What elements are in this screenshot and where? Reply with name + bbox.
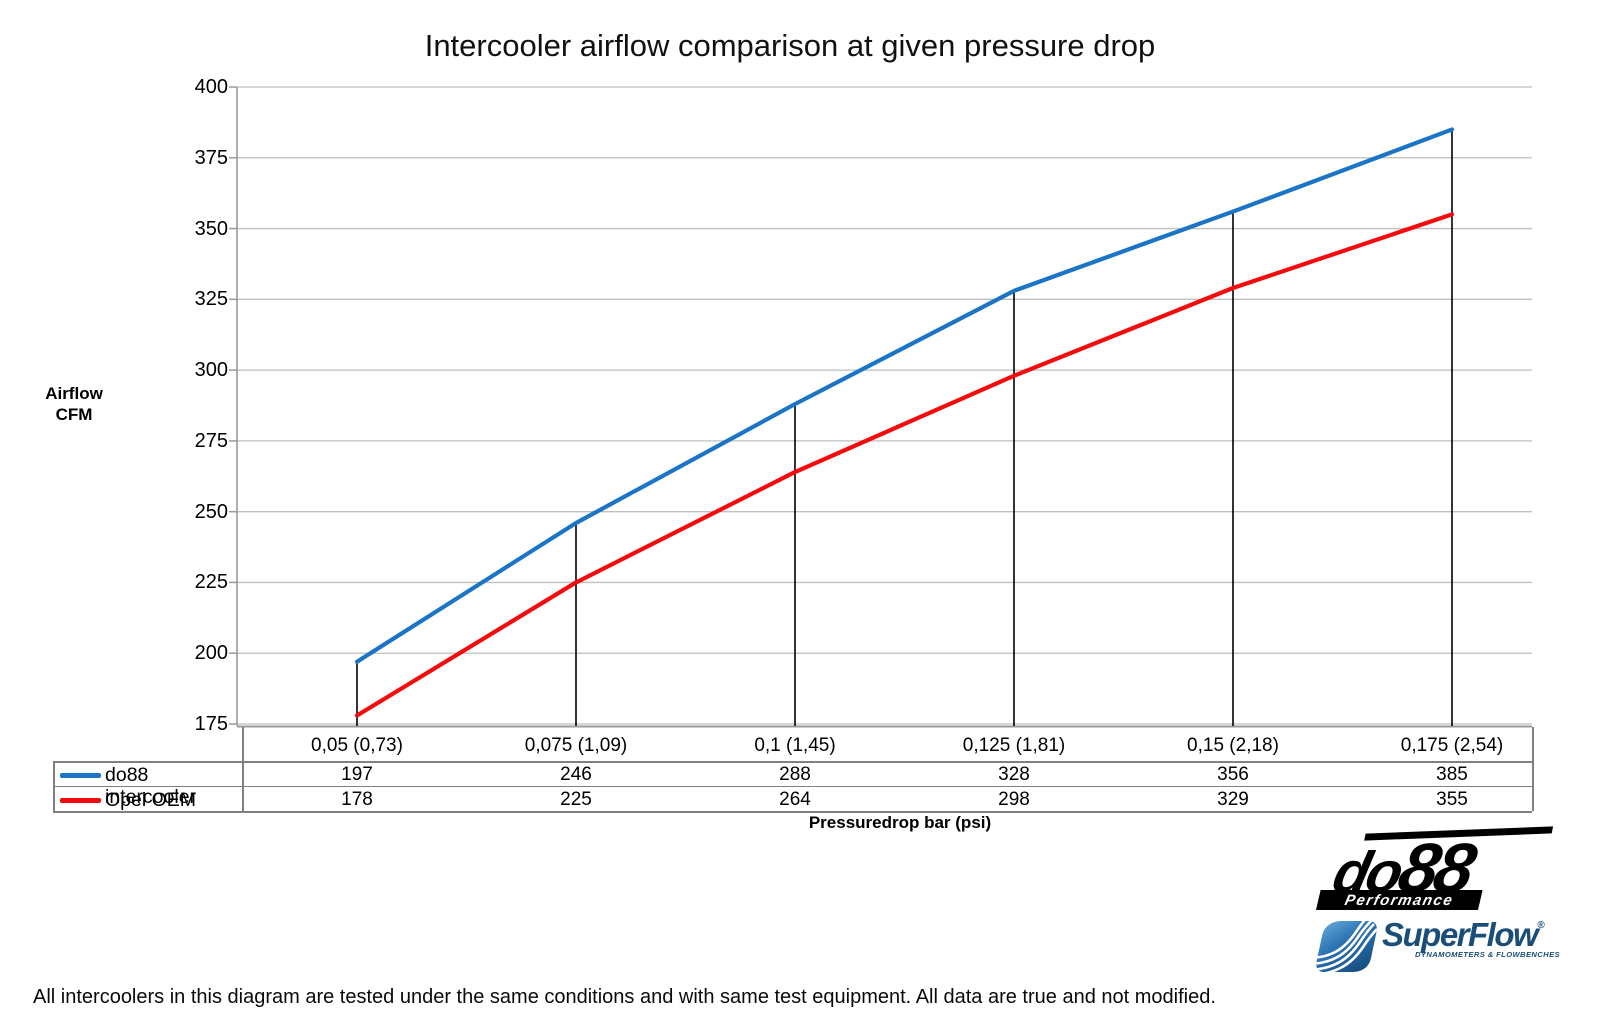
superflow-wave-icon <box>1316 921 1377 972</box>
table-value: 264 <box>779 789 811 810</box>
y-axis-title-line1: Airflow <box>45 384 103 403</box>
y-axis-tick-label: 350 <box>194 217 228 240</box>
y-axis-tick-label: 400 <box>194 76 228 98</box>
y-axis-tick-label: 375 <box>194 146 228 169</box>
table-value: 356 <box>1217 764 1249 785</box>
table-value: 355 <box>1436 789 1468 810</box>
series-line-do88-intercooler <box>354 127 1455 664</box>
table-value: 288 <box>779 764 811 785</box>
x-category-label: 0,05 (0,73) <box>311 735 403 756</box>
y-axis-tick-label: 300 <box>194 359 228 382</box>
superflow-name: SuperFlow <box>1382 916 1539 953</box>
chart-title: Intercooler airflow comparison at given … <box>424 28 1156 63</box>
table-border-right <box>1532 727 1534 811</box>
legend-label-1: do88 intercooler <box>105 764 197 808</box>
table-divider <box>242 727 244 811</box>
x-category-label: 0,075 (1,09) <box>524 735 628 756</box>
legend-swatch-1 <box>60 773 101 778</box>
x-category-label: 0,125 (1,81) <box>962 735 1066 756</box>
series-line-opel-oem <box>354 212 1455 718</box>
do88-logo: do88 Performance <box>1314 806 1563 910</box>
table-value: 178 <box>341 789 373 810</box>
plot-area <box>229 86 1532 728</box>
x-category-label: 0,175 (2,54) <box>1400 735 1504 756</box>
table-value: 225 <box>560 789 592 810</box>
table-value: 298 <box>998 789 1030 810</box>
superflow-registered-mark: ® <box>1537 920 1545 931</box>
table-border-left <box>53 761 55 811</box>
y-axis-title: Airflow CFM <box>30 383 118 425</box>
legend-swatch-2 <box>60 798 101 803</box>
y-axis-tick-label: 275 <box>194 429 228 452</box>
table-border-bottom <box>53 811 1532 813</box>
y-axis-tick-label: 225 <box>194 571 228 594</box>
superflow-wordmark: SuperFlow® <box>1382 916 1560 954</box>
table-value: 385 <box>1436 764 1468 785</box>
superflow-text-block: SuperFlow® DYNAMOMETERS & FLOWBENCHES <box>1382 916 1560 959</box>
y-axis-tick-label: 175 <box>194 713 228 735</box>
x-category-label: 0,15 (2,18) <box>1187 735 1279 756</box>
table-value: 246 <box>560 764 592 785</box>
superflow-tagline: DYNAMOMETERS & FLOWBENCHES <box>1415 950 1560 959</box>
table-border-middle <box>53 785 1532 787</box>
superflow-logo: SuperFlow® DYNAMOMETERS & FLOWBENCHES <box>1310 916 1560 980</box>
table-border-top <box>53 761 1532 763</box>
table-value: 329 <box>1217 789 1249 810</box>
do88-logo-performance-bar: Performance <box>1315 890 1483 910</box>
y-axis-title-line2: CFM <box>55 405 93 424</box>
x-axis-title: Pressuredrop bar (psi) <box>808 813 992 832</box>
y-axis-tick-label: 325 <box>194 288 228 311</box>
do88-logo-performance-text: Performance <box>1343 891 1456 909</box>
legend-label-2: Opel OEM <box>105 789 197 811</box>
footnote: All intercoolers in this diagram are tes… <box>33 986 1216 1008</box>
table-value: 197 <box>341 764 373 785</box>
table-value: 328 <box>998 764 1030 785</box>
y-axis-tick-label: 250 <box>194 500 228 523</box>
x-category-label: 0,1 (1,45) <box>754 735 836 756</box>
y-axis-tick-label: 200 <box>194 642 228 665</box>
